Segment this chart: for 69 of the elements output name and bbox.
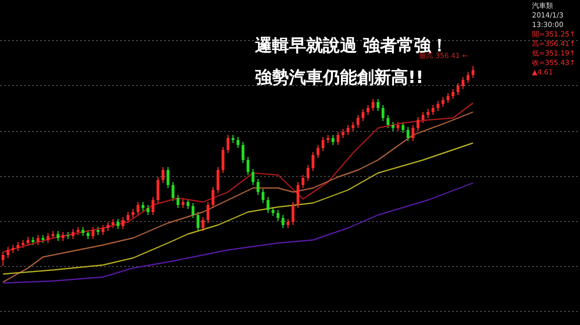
- candlestick: [252, 168, 254, 186]
- candlestick: [116, 218, 120, 230]
- candlestick: [122, 216, 124, 230]
- candlestick: [276, 210, 280, 222]
- candlestick: [136, 202, 140, 216]
- candlestick: [442, 96, 444, 108]
- candlestick: [266, 196, 270, 214]
- candlestick: [162, 166, 164, 184]
- candlestick: [92, 226, 94, 240]
- candlestick: [226, 134, 230, 154]
- candlestick: [146, 204, 150, 216]
- candlestick: [156, 176, 160, 204]
- candlestick: [372, 98, 374, 112]
- candlestick: [436, 100, 440, 112]
- candlestick: [452, 88, 454, 100]
- candlestick: [382, 104, 384, 122]
- candlestick: [186, 198, 190, 210]
- candlestick: [466, 72, 470, 84]
- candlestick: [302, 174, 304, 188]
- candlestick: [332, 134, 334, 146]
- candlestick: [356, 114, 360, 128]
- candlestick: [222, 146, 224, 174]
- candlestick: [236, 136, 240, 148]
- candlestick: [206, 202, 210, 224]
- chart-subtitle: 強勢汽車仍能創新高!!: [255, 68, 424, 88]
- candlestick: [312, 152, 314, 172]
- candlestick: [346, 124, 350, 136]
- candlestick: [72, 228, 74, 240]
- candlestick: [126, 212, 130, 224]
- candlestick: [256, 178, 260, 196]
- candlestick: [166, 166, 170, 188]
- candlestick: [292, 202, 294, 226]
- candlestick: [212, 186, 214, 208]
- candlestick: [472, 66, 474, 78]
- candlestick: [376, 98, 380, 112]
- candlestick: [402, 122, 404, 134]
- candlestick: [422, 112, 424, 124]
- candlestick: [152, 196, 154, 216]
- candlestick: [296, 182, 300, 208]
- candlestick: [102, 224, 104, 236]
- candlestick: [336, 132, 340, 146]
- candlestick: [196, 212, 200, 232]
- candlestick: [456, 82, 460, 96]
- candlestick: [316, 144, 320, 158]
- candlestick: [246, 156, 250, 176]
- candlestick: [36, 234, 40, 246]
- candlestick: [2, 252, 4, 266]
- candlestick: [176, 194, 180, 208]
- candlestick: [416, 116, 420, 132]
- candlestick: [216, 166, 220, 194]
- candlestick: [242, 142, 244, 164]
- candlestick: [46, 232, 50, 244]
- candlestick: [412, 124, 414, 142]
- candlestick: [366, 104, 370, 116]
- candlestick: [432, 104, 434, 116]
- candlestick: [406, 126, 410, 142]
- candlestick: [322, 136, 324, 152]
- candlestick: [446, 92, 450, 104]
- candlestick: [202, 216, 204, 232]
- candlestick: [362, 108, 364, 122]
- candlestick: [386, 114, 390, 128]
- candlestick: [462, 76, 464, 90]
- candlestick: [172, 182, 174, 202]
- candlestick: [6, 246, 10, 258]
- candlestick: [192, 202, 194, 218]
- candlestick: [306, 164, 310, 182]
- candlestick: [262, 188, 264, 204]
- candlestick: [56, 230, 60, 242]
- candlestick: [282, 214, 284, 228]
